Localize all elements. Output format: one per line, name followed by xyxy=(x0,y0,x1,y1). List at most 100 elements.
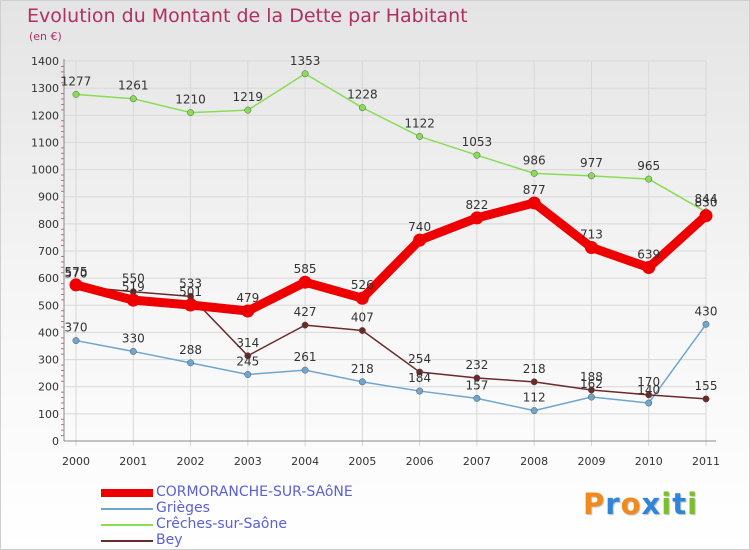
y-tick-label: 700 xyxy=(38,245,59,258)
x-tick-label: 2002 xyxy=(177,455,205,468)
data-label: 1261 xyxy=(118,79,149,93)
legend-swatch xyxy=(101,524,153,526)
data-label: 713 xyxy=(580,227,603,241)
data-label: 1122 xyxy=(404,116,435,130)
data-label: 519 xyxy=(122,280,145,294)
data-point-0 xyxy=(69,278,83,292)
data-label: 218 xyxy=(523,362,546,376)
data-point-2 xyxy=(588,172,595,180)
data-label: 232 xyxy=(465,358,488,372)
data-label: 830 xyxy=(695,196,718,210)
data-point-1 xyxy=(473,394,481,402)
data-point-2 xyxy=(129,95,137,103)
data-label: 1219 xyxy=(233,90,264,104)
data-label: 261 xyxy=(294,350,317,364)
data-point-2 xyxy=(187,109,194,117)
proxiti-logo: Proxiti xyxy=(583,487,698,521)
x-tick-label: 2003 xyxy=(234,455,262,468)
x-tick-label: 2005 xyxy=(348,455,376,468)
data-label: 370 xyxy=(65,321,88,335)
data-label: 330 xyxy=(122,331,145,345)
data-label: 140 xyxy=(637,383,660,397)
legend-label: Crêches-sur-Saône xyxy=(156,516,287,532)
x-tick-label: 2004 xyxy=(291,455,319,468)
series-line-2 xyxy=(75,73,707,213)
y-tick-label: 300 xyxy=(38,354,59,367)
data-label: 740 xyxy=(408,220,431,234)
data-label: 877 xyxy=(523,183,546,197)
y-tick-label: 500 xyxy=(38,299,59,312)
data-point-3 xyxy=(301,321,309,329)
data-label: 1277 xyxy=(61,74,92,88)
y-tick-label: 100 xyxy=(38,408,59,421)
legend-label: Bey xyxy=(156,532,183,548)
legend-swatch xyxy=(101,540,153,542)
data-point-3 xyxy=(645,391,653,399)
y-tick-label: 1200 xyxy=(31,109,59,122)
data-point-3 xyxy=(416,368,424,376)
data-label: 550 xyxy=(122,272,145,286)
x-tick-label: 2000 xyxy=(62,455,90,468)
data-point-1 xyxy=(129,347,137,355)
data-point-2 xyxy=(244,106,252,114)
data-label: 245 xyxy=(236,355,259,369)
data-point-1 xyxy=(72,337,80,345)
data-point-1 xyxy=(530,407,538,415)
logo-letter: i xyxy=(661,487,673,521)
data-label: 822 xyxy=(465,198,488,212)
chart-subtitle: (en €) xyxy=(29,30,62,43)
x-tick-label: 2006 xyxy=(406,455,434,468)
data-label: 1210 xyxy=(175,93,206,107)
data-point-0 xyxy=(298,275,312,289)
data-point-0 xyxy=(584,240,598,254)
data-point-0 xyxy=(241,304,255,318)
data-point-1 xyxy=(702,320,710,328)
data-label: 184 xyxy=(408,371,431,385)
data-point-3 xyxy=(358,327,366,334)
data-label: 188 xyxy=(580,370,603,384)
data-label: 254 xyxy=(408,352,431,366)
data-point-0 xyxy=(699,209,713,223)
data-label: 112 xyxy=(523,391,546,405)
data-label: 314 xyxy=(236,336,259,350)
data-point-1 xyxy=(187,359,194,367)
data-label: 170 xyxy=(637,375,660,389)
y-tick-label: 1100 xyxy=(31,136,59,149)
data-label: 585 xyxy=(294,262,317,276)
data-point-0 xyxy=(642,261,656,275)
data-point-2 xyxy=(530,169,538,177)
data-label: 986 xyxy=(523,153,546,167)
data-label: 533 xyxy=(179,276,202,290)
data-point-2 xyxy=(72,90,80,98)
data-point-1 xyxy=(301,366,309,374)
data-point-2 xyxy=(645,175,653,183)
legend-swatch xyxy=(101,489,153,497)
legend-label: Grièges xyxy=(156,500,210,516)
x-tick-label: 2009 xyxy=(577,455,605,468)
data-point-3 xyxy=(588,386,595,394)
logo-letter: o xyxy=(620,487,642,521)
data-point-2 xyxy=(358,104,366,112)
data-point-0 xyxy=(126,293,140,307)
logo-letter: i xyxy=(687,487,699,521)
logo-letter: t xyxy=(672,487,688,521)
data-point-2 xyxy=(473,151,481,159)
data-label: 430 xyxy=(695,304,718,318)
x-tick-label: 2008 xyxy=(520,455,548,468)
data-label: 407 xyxy=(351,311,374,325)
data-label: 965 xyxy=(637,159,660,173)
data-label: 1053 xyxy=(462,135,493,149)
data-point-3 xyxy=(244,352,252,360)
data-point-3 xyxy=(702,395,710,403)
data-label: 162 xyxy=(580,377,603,391)
data-label: 288 xyxy=(179,343,202,357)
y-tick-label: 400 xyxy=(38,326,59,339)
data-label: 639 xyxy=(637,248,660,262)
data-point-3 xyxy=(530,378,538,386)
data-point-0 xyxy=(527,196,541,210)
logo-letter: r xyxy=(605,487,621,521)
logo-letter: x xyxy=(641,487,662,521)
y-tick-label: 1300 xyxy=(31,82,59,95)
